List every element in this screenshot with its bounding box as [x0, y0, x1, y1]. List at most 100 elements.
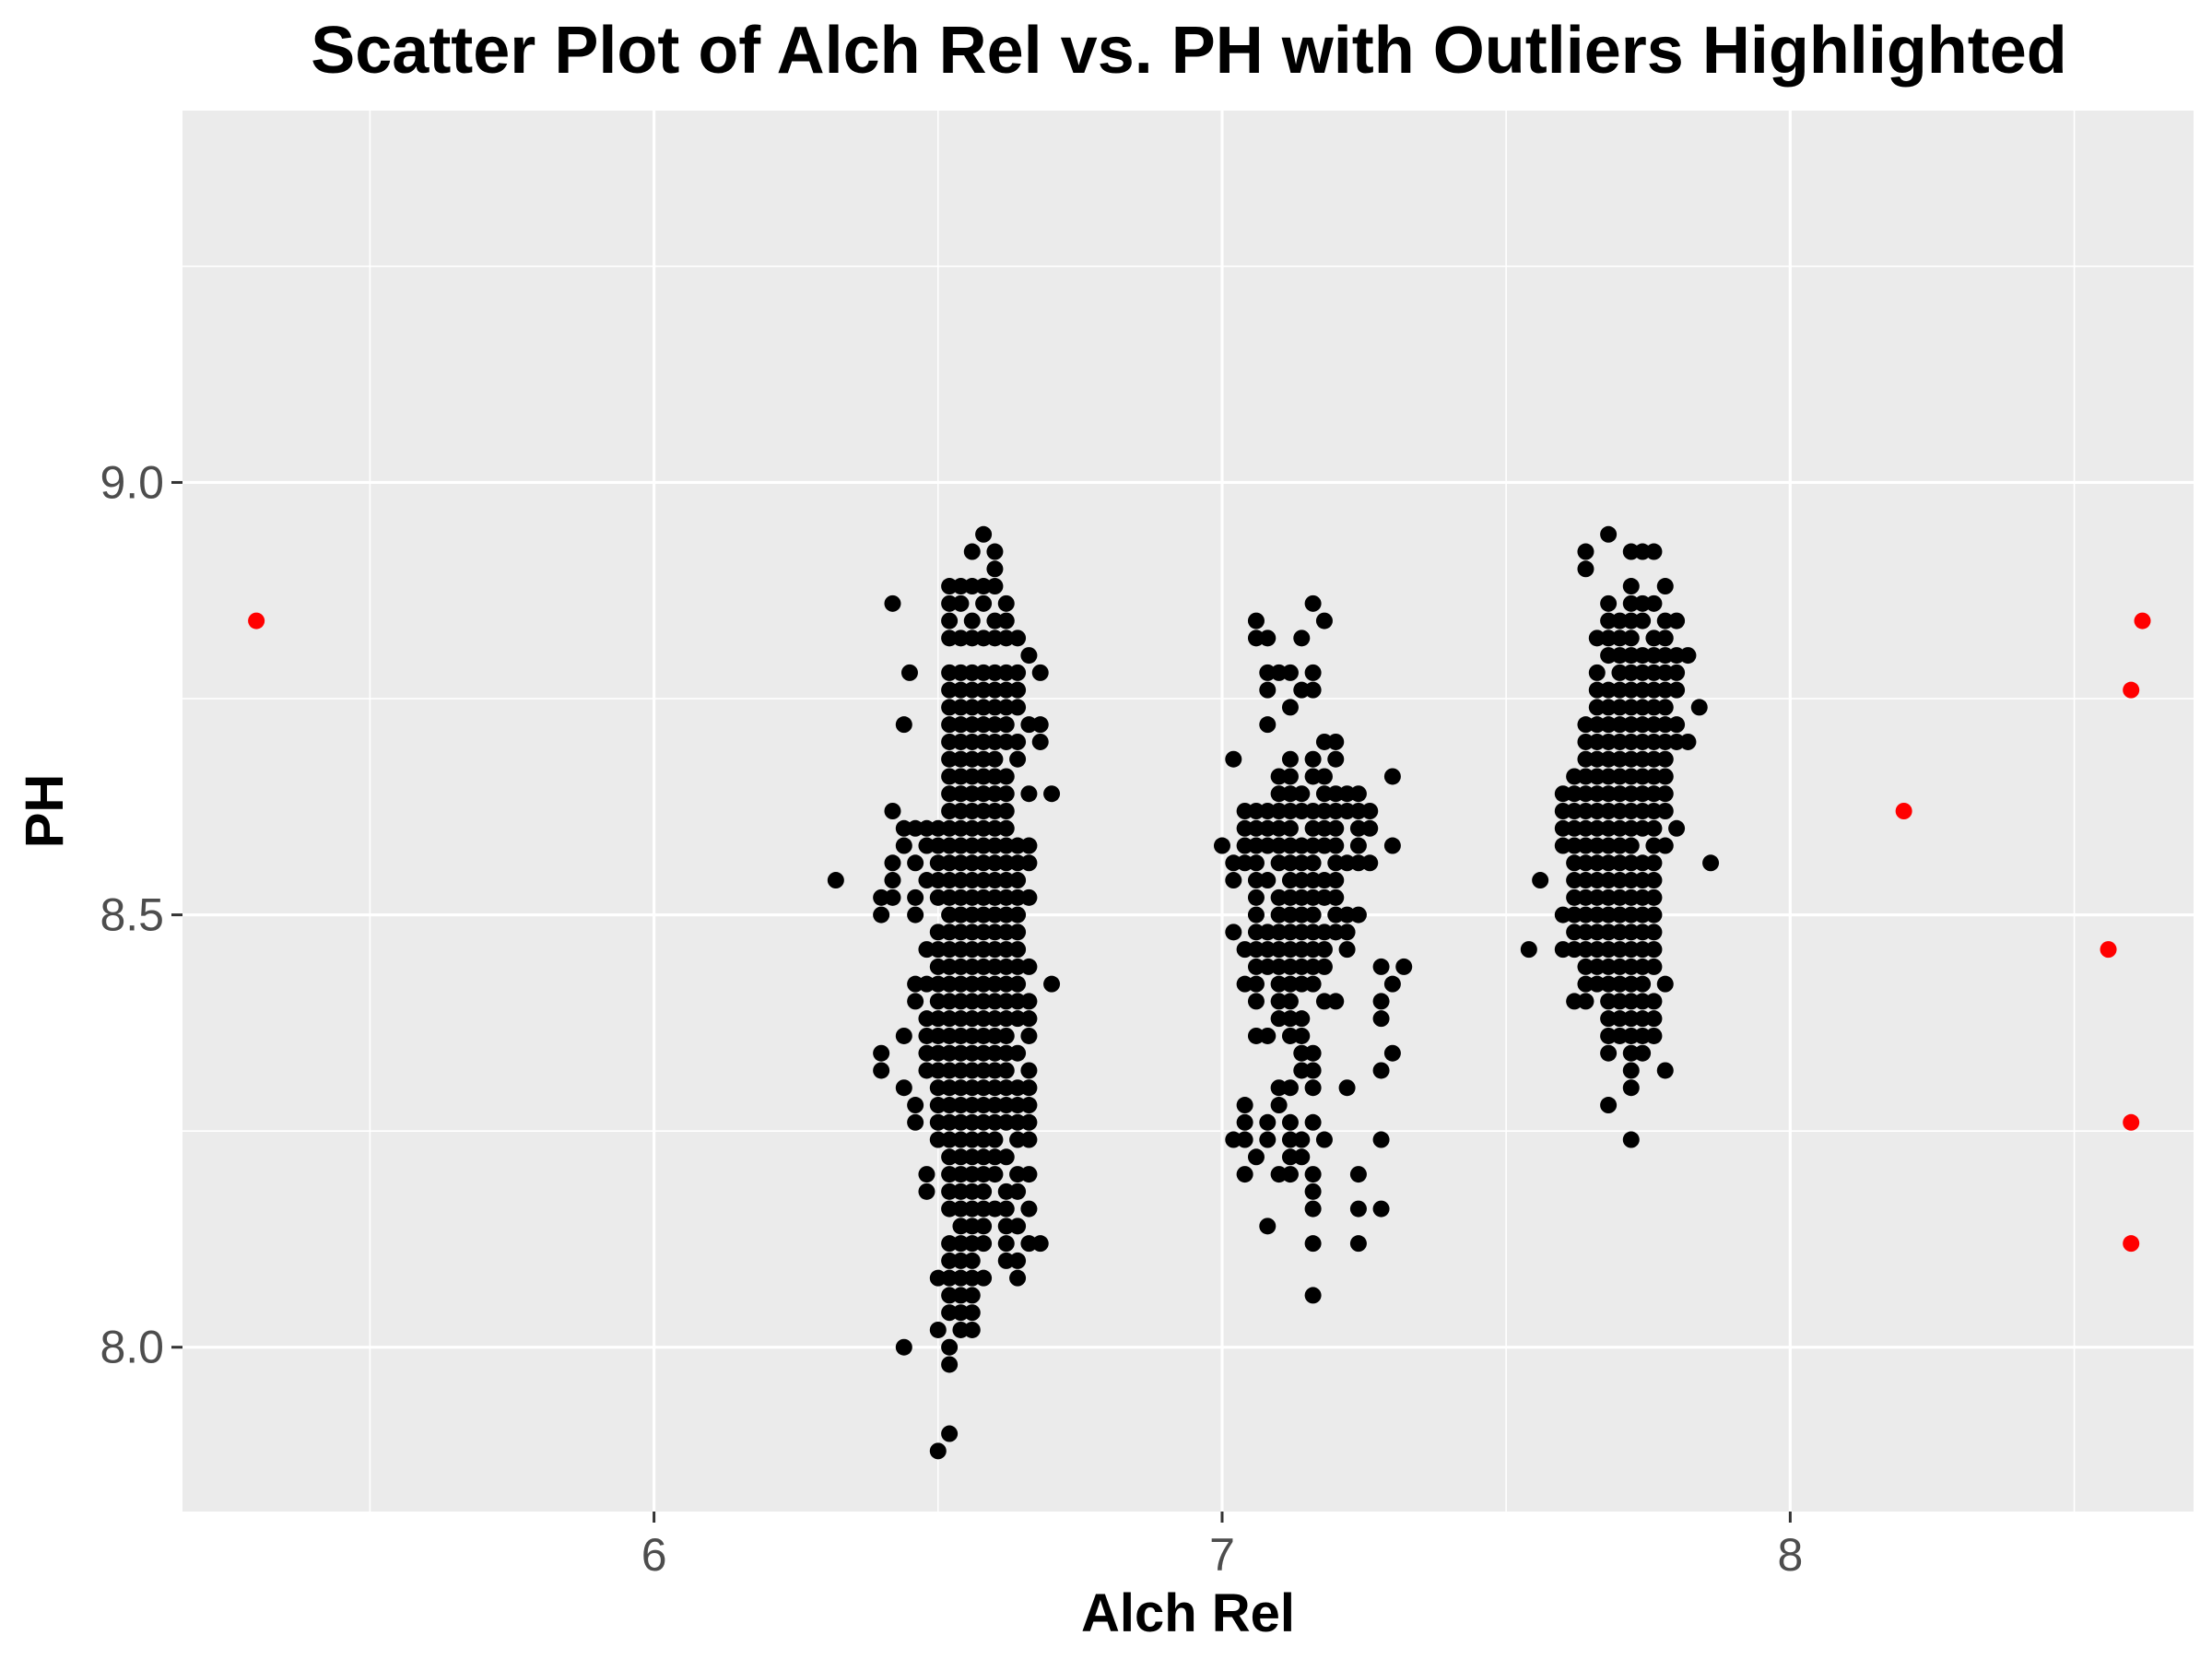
data-point [1304, 906, 1322, 924]
data-point [1031, 664, 1049, 681]
data-point [884, 872, 901, 889]
data-point [1645, 716, 1663, 734]
data-point [1656, 612, 1674, 629]
data-point [963, 872, 981, 889]
data-point [1645, 854, 1663, 872]
data-point [1577, 941, 1594, 959]
data-point [941, 1097, 959, 1114]
data-point [941, 1235, 959, 1253]
data-point [986, 975, 1004, 993]
data-point [986, 681, 1004, 699]
data-point [1327, 803, 1345, 819]
data-point [1327, 872, 1345, 889]
data-point [1634, 924, 1652, 941]
data-point [1236, 837, 1253, 854]
data-point [975, 1200, 993, 1218]
data-point [1600, 975, 1618, 993]
data-point [963, 629, 981, 647]
data-point [1009, 733, 1027, 750]
data-point [1349, 906, 1367, 924]
data-point [1020, 1062, 1038, 1079]
data-point [997, 1044, 1015, 1062]
data-point [1304, 594, 1322, 612]
data-point [1236, 975, 1253, 993]
data-point [1281, 785, 1299, 803]
data-point [997, 785, 1015, 803]
data-point [963, 1287, 981, 1304]
data-point [1315, 733, 1333, 750]
data-point [1338, 924, 1356, 941]
data-point [1622, 924, 1640, 941]
data-point [1611, 768, 1629, 785]
data-point [907, 993, 924, 1010]
data-point [1338, 785, 1356, 803]
data-point [1622, 803, 1640, 819]
data-point [1270, 854, 1288, 872]
data-point [1656, 1062, 1674, 1079]
data-point [929, 1027, 947, 1044]
data-point [1270, 941, 1288, 959]
data-point [1634, 699, 1652, 716]
data-point [1600, 594, 1618, 612]
data-point [1247, 612, 1265, 629]
data-point [1634, 612, 1652, 629]
data-point [1020, 1027, 1038, 1044]
data-point [1656, 681, 1674, 699]
data-point [1634, 888, 1652, 906]
data-point [1566, 768, 1583, 785]
data-point [1304, 1044, 1322, 1062]
data-point [1588, 803, 1606, 819]
data-point [941, 594, 959, 612]
data-point [1281, 837, 1299, 854]
data-point [1293, 629, 1311, 647]
data-point [907, 975, 924, 993]
data-point [1247, 993, 1265, 1010]
data-point [1588, 906, 1606, 924]
data-point [1634, 664, 1652, 681]
data-point [1020, 993, 1038, 1010]
data-point [1020, 1200, 1038, 1218]
data-point [1247, 975, 1265, 993]
data-point [1622, 681, 1640, 699]
data-point [1293, 1131, 1311, 1148]
data-point [952, 1097, 970, 1114]
data-point [952, 768, 970, 785]
data-point [918, 975, 935, 993]
data-point [1270, 1166, 1288, 1183]
data-point [1009, 854, 1027, 872]
data-point [1622, 785, 1640, 803]
data-point [941, 819, 959, 837]
data-point [1304, 1200, 1322, 1218]
data-point [1690, 699, 1708, 716]
data-point [997, 837, 1015, 854]
data-point [1327, 785, 1345, 803]
data-point [1372, 1062, 1390, 1079]
data-point [1611, 941, 1629, 959]
data-point [1679, 733, 1697, 750]
data-point [1622, 647, 1640, 665]
data-point [1315, 785, 1333, 803]
data-point [952, 1044, 970, 1062]
data-point [1645, 958, 1663, 975]
data-point [1009, 1131, 1027, 1148]
data-point [1622, 958, 1640, 975]
data-point [952, 872, 970, 889]
data-point [975, 681, 993, 699]
data-point [1270, 958, 1288, 975]
data-point [1645, 837, 1663, 854]
data-point [963, 681, 981, 699]
data-point [986, 716, 1004, 734]
data-point [1588, 699, 1606, 716]
data-point [1270, 906, 1288, 924]
data-point [1293, 888, 1311, 906]
data-point [1577, 975, 1594, 993]
data-point [986, 872, 1004, 889]
data-point [929, 924, 947, 941]
data-point [1259, 629, 1277, 647]
data-point [1634, 647, 1652, 665]
data-point [1622, 975, 1640, 993]
data-point [963, 819, 981, 837]
data-point [1270, 803, 1288, 819]
data-point [963, 1166, 981, 1183]
data-point [1383, 837, 1401, 854]
